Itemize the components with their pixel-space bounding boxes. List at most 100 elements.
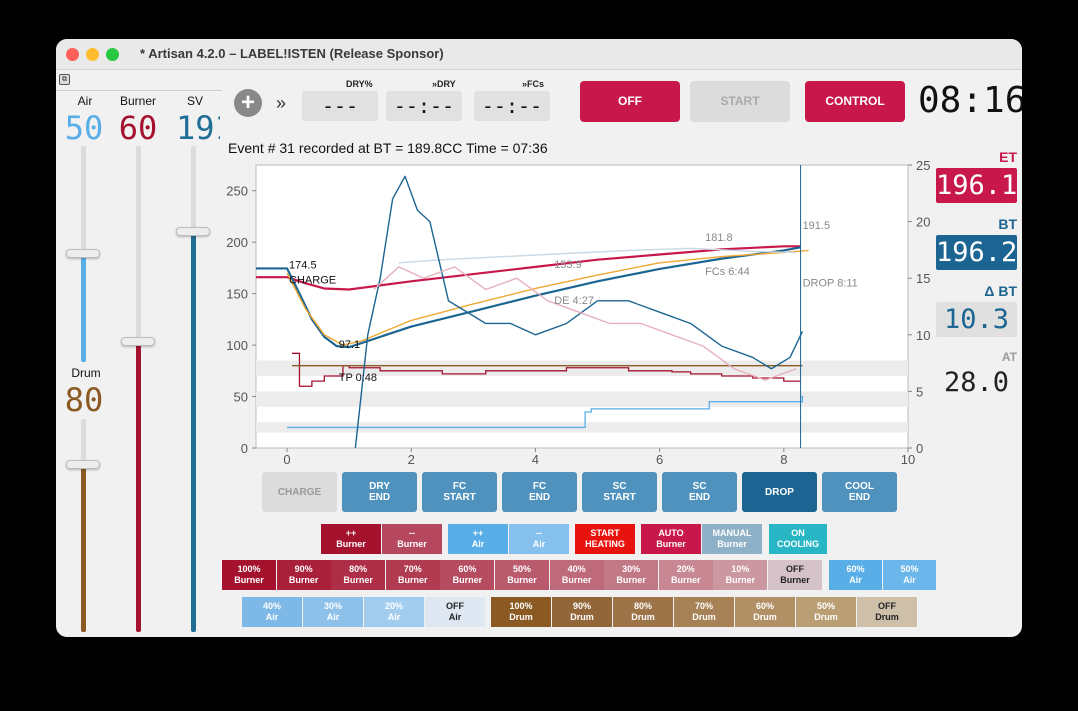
step-burner: [292, 352, 801, 387]
chart-annotation: 97.1: [339, 339, 360, 351]
sv-slider-label: SV: [186, 94, 203, 108]
preset-button-burner-10pct[interactable]: 10% Burner: [713, 560, 768, 590]
maximize-window-button[interactable]: [106, 48, 119, 61]
y-tick-label: 150: [226, 287, 248, 302]
adjust-button-3[interactable]: -- Air: [509, 524, 569, 554]
preset-button-burner-80pct[interactable]: 80% Burner: [331, 560, 386, 590]
adjust-button-6[interactable]: MANUAL Burner: [702, 524, 762, 554]
event-button-drop[interactable]: DROP: [742, 472, 817, 512]
preset-button-air-40pct[interactable]: 40% Air: [242, 597, 302, 627]
add-event-button[interactable]: +: [234, 89, 262, 117]
preset-button-air-20pct[interactable]: 20% Air: [364, 597, 424, 627]
y-tick-label: 200: [226, 235, 248, 250]
preset-button-air-30pct[interactable]: 30% Air: [303, 597, 363, 627]
dry-pct-value: ---: [302, 91, 378, 121]
adjust-button-5[interactable]: AUTO Burner: [641, 524, 701, 554]
preset-button-drum-off[interactable]: OFF Drum: [857, 597, 917, 627]
y-tick-label: 50: [234, 390, 248, 405]
y-tick-label: 250: [226, 184, 248, 199]
preset-button-burner-40pct[interactable]: 40% Burner: [549, 560, 604, 590]
event-button-sc-start[interactable]: SC START: [582, 472, 657, 512]
x-tick-label: 10: [901, 452, 915, 465]
close-window-button[interactable]: [66, 48, 79, 61]
preset-button-drum-70pct[interactable]: 70% Drum: [674, 597, 734, 627]
adjust-button-4[interactable]: START HEATING: [575, 524, 635, 554]
x-tick-label: 0: [283, 452, 290, 465]
series-delta-bt-background: [373, 266, 797, 381]
y-right-tick-label: 15: [916, 271, 930, 286]
et-value-display: 196.1: [936, 168, 1018, 203]
at-label: AT: [1001, 350, 1017, 364]
series-bt: [256, 246, 801, 349]
detach-icon[interactable]: ⧉: [59, 74, 70, 85]
series-delta-bt: [354, 175, 804, 449]
dry-time-value: --:--: [386, 91, 462, 121]
preset-button-air-60pct[interactable]: 60% Air: [829, 560, 882, 590]
bt-label: BT: [998, 216, 1017, 232]
air-slider-fill: [81, 253, 86, 362]
fcs-time-value: --:--: [474, 91, 550, 121]
window-title: * Artisan 4.2.0 – LABEL!ISTEN (Release S…: [140, 46, 444, 61]
burner-slider-label: Burner: [119, 94, 157, 108]
burner-slider-handle[interactable]: [121, 337, 155, 346]
preset-button-burner-50pct[interactable]: 50% Burner: [495, 560, 549, 590]
app-window: * Artisan 4.2.0 – LABEL!ISTEN (Release S…: [56, 39, 1022, 637]
et-label: ET: [999, 149, 1017, 165]
title-bar: * Artisan 4.2.0 – LABEL!ISTEN (Release S…: [56, 39, 1022, 70]
start-button[interactable]: START: [690, 81, 790, 122]
chart-annotation: 153.9: [554, 259, 582, 271]
x-tick-label: 8: [780, 452, 787, 465]
adjust-button-7[interactable]: ON COOLING: [769, 524, 827, 554]
y-right-tick-label: 0: [916, 441, 923, 456]
series-et-background: [398, 247, 797, 264]
adjust-button-1[interactable]: -- Burner: [382, 524, 442, 554]
preset-button-burner-60pct[interactable]: 60% Burner: [440, 560, 495, 590]
dry-pct-label: DRY%: [346, 79, 373, 89]
control-button[interactable]: CONTROL: [805, 81, 905, 122]
series-et: [256, 245, 801, 291]
event-button-cool-end[interactable]: COOL END: [822, 472, 897, 512]
event-button-charge[interactable]: CHARGE: [262, 472, 337, 512]
event-button-fc-start[interactable]: FC START: [422, 472, 497, 512]
adjust-button-2[interactable]: ++ Air: [448, 524, 508, 554]
chart-annotation: CHARGE: [289, 274, 336, 286]
preset-button-burner-90pct[interactable]: 90% Burner: [276, 560, 331, 590]
event-button-sc-end[interactable]: SC END: [662, 472, 737, 512]
roast-timer: 08:16: [918, 80, 1022, 121]
chart-annotation: 181.8: [705, 232, 733, 244]
y-tick-label: 0: [241, 441, 248, 456]
air-slider-label: Air: [77, 94, 93, 108]
preset-button-air-50pct[interactable]: 50% Air: [883, 560, 936, 590]
series-bt-background: [286, 249, 809, 346]
preset-button-drum-100pct[interactable]: 100% Drum: [491, 597, 551, 627]
air-slider-handle[interactable]: [66, 249, 100, 258]
event-button-fc-end[interactable]: FC END: [502, 472, 577, 512]
sv-slider-fill: [191, 232, 196, 632]
preset-button-burner-100pct[interactable]: 100% Burner: [222, 560, 276, 590]
preset-button-burner-20pct[interactable]: 20% Burner: [658, 560, 713, 590]
fast-forward-icon[interactable]: »: [276, 93, 287, 113]
off-button[interactable]: OFF: [580, 81, 680, 122]
y-tick-label: 100: [226, 338, 248, 353]
preset-button-air-off[interactable]: OFF Air: [425, 597, 485, 627]
sv-slider-handle[interactable]: [176, 227, 210, 236]
preset-button-drum-60pct[interactable]: 60% Drum: [735, 597, 795, 627]
preset-button-drum-80pct[interactable]: 80% Drum: [613, 597, 673, 627]
preset-button-burner-off[interactable]: OFF Burner: [768, 560, 822, 590]
chart-annotation: DROP 8:11: [803, 277, 858, 289]
preset-button-burner-30pct[interactable]: 30% Burner: [604, 560, 659, 590]
preset-button-drum-50pct[interactable]: 50% Drum: [796, 597, 856, 627]
minimize-window-button[interactable]: [86, 48, 99, 61]
drum-slider-handle[interactable]: [66, 460, 100, 469]
event-button-dry-end[interactable]: DRY END: [342, 472, 417, 512]
chart-annotation: TP 0:48: [339, 372, 377, 384]
adjust-button-0[interactable]: ++ Burner: [321, 524, 381, 554]
step-air: [287, 395, 804, 429]
phase-band: [256, 391, 908, 407]
delta-bt-value-display: 10.3: [936, 302, 1017, 337]
fcs-time-label: »FCs: [522, 79, 545, 89]
burner-slider-fill: [136, 342, 141, 632]
chart-annotation: FCs 6:44: [705, 266, 750, 278]
preset-button-burner-70pct[interactable]: 70% Burner: [385, 560, 440, 590]
preset-button-drum-90pct[interactable]: 90% Drum: [552, 597, 612, 627]
